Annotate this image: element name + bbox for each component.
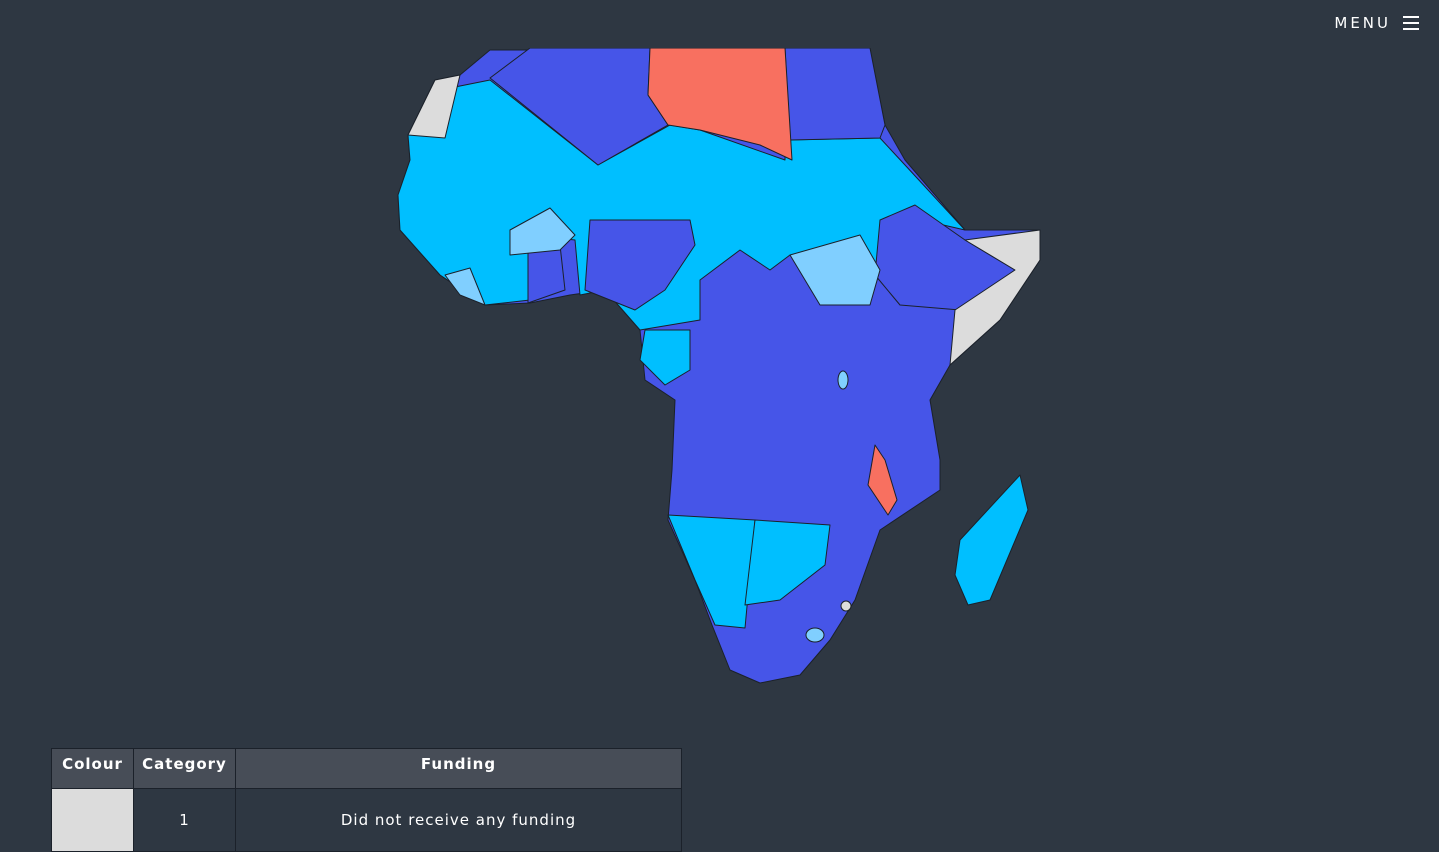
country	[954, 474, 1029, 606]
category-cell: 1	[133, 788, 236, 852]
country	[744, 519, 831, 606]
menu-button[interactable]: MENU	[1334, 14, 1419, 32]
country	[805, 627, 825, 643]
country	[837, 370, 849, 390]
country	[667, 514, 756, 629]
country	[949, 229, 1041, 366]
country	[407, 74, 461, 139]
header-cell: Colour	[51, 748, 134, 789]
header-cell: Funding	[235, 748, 682, 789]
country	[509, 207, 576, 256]
country	[647, 47, 793, 161]
country	[444, 267, 486, 306]
country	[584, 219, 696, 311]
top-bar	[0, 0, 1439, 48]
country	[784, 47, 886, 141]
header-cell: Category	[133, 748, 236, 789]
header-row: Colour Category Funding	[51, 748, 682, 789]
countries	[397, 47, 1041, 684]
country	[639, 329, 691, 386]
menu-icon	[1403, 16, 1419, 30]
funding-cell: Did not receive any funding	[235, 788, 682, 852]
country	[840, 600, 852, 612]
country	[867, 444, 898, 516]
legend-table: Colour Category Funding 1 Did not receiv…	[51, 748, 682, 852]
menu-label: MENU	[1334, 14, 1391, 32]
legend-row: 1 Did not receive any funding	[51, 788, 682, 852]
colour-swatch	[51, 788, 134, 852]
africa-map	[0, 0, 1439, 684]
country	[789, 234, 881, 306]
